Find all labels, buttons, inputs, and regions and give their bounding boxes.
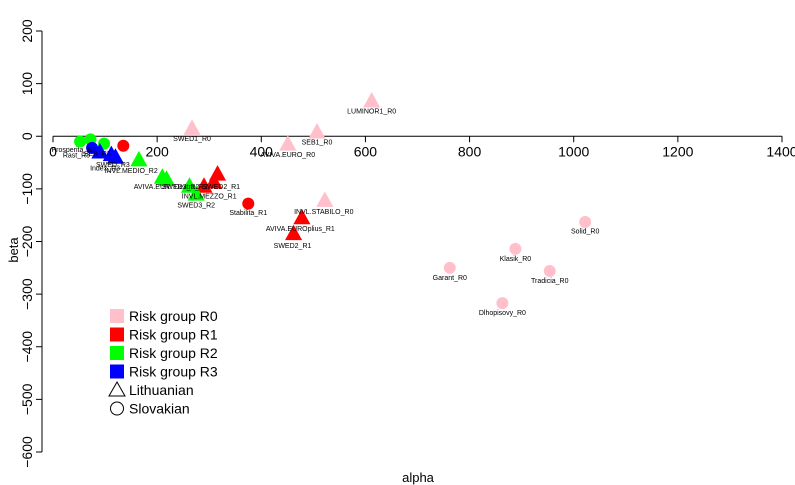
- legend-label: Slovakian: [129, 401, 190, 417]
- x-axis-title: alpha: [402, 470, 435, 485]
- point-label: Tradicia_R0: [531, 278, 569, 285]
- y-tick-label: 100: [19, 72, 35, 96]
- point-R1-lithuanian: [293, 208, 311, 225]
- y-tick-label: −300: [19, 278, 35, 310]
- point-R1-slovakian: [242, 197, 255, 210]
- y-tick-label: −100: [19, 173, 35, 205]
- point-label: SWED_R3: [96, 162, 130, 169]
- data-points: [74, 91, 592, 310]
- point-label: Dlhopisovy_R0: [479, 310, 526, 317]
- point-R1-lithuanian: [205, 173, 223, 189]
- point-label: Dextra_R2: [174, 184, 208, 191]
- point-R1-lithuanian: [285, 224, 303, 241]
- x-tick-label: 800: [458, 143, 482, 159]
- y-axis-title: beta: [6, 237, 21, 263]
- point-label: SEB1_R0: [302, 140, 333, 147]
- x-tick-label: 1400: [766, 143, 795, 159]
- point-R3-lithuanian: [106, 148, 125, 164]
- legend-swatch: [110, 346, 124, 360]
- point-label: AVIVA.EURO_R0: [261, 152, 316, 159]
- point-label: AVIVA.EUROplius_R1: [266, 226, 335, 233]
- point-label: INVL.MEDIO_R2: [104, 168, 157, 175]
- point-R0-lithuanian: [183, 119, 201, 135]
- point-R2-lithuanian: [157, 170, 176, 186]
- y-tick-label: −200: [19, 226, 35, 258]
- point-R2-lithuanian: [130, 150, 148, 167]
- point-label: SEB_R3: [84, 151, 111, 158]
- point-R0-slovakian: [579, 216, 592, 229]
- point-R0-slovakian: [509, 242, 522, 255]
- x-tick-label: 400: [250, 143, 274, 159]
- x-tick-label: 600: [354, 143, 378, 159]
- point-label: Prosperita_R3: [51, 147, 96, 154]
- point-R0-slovakian: [543, 264, 556, 277]
- y-tick-label: −400: [19, 331, 35, 363]
- point-label: SWED2_R1: [274, 243, 312, 250]
- point-label: INVL.MEZZO_R1: [182, 193, 237, 200]
- point-R0-lithuanian: [279, 135, 297, 151]
- legend-label: Risk group R1: [129, 327, 218, 343]
- y-tick-label: 200: [19, 19, 35, 43]
- point-label: INVL.STABILO_R0: [294, 209, 354, 216]
- y-tick-label: 0: [19, 132, 35, 140]
- legend-label: Risk group R2: [129, 345, 218, 361]
- point-label: SWED2_R1: [202, 184, 240, 191]
- point-R0-slovakian: [443, 261, 456, 274]
- point-R1-lithuanian: [195, 177, 213, 193]
- point-R2-lithuanian: [180, 177, 198, 193]
- x-tick-label: 1000: [558, 143, 589, 159]
- point-label: SWED3_R2: [162, 184, 200, 191]
- point-R0-lithuanian: [308, 123, 326, 139]
- y-tick-label: −600: [19, 436, 35, 468]
- point-R2-slovakian: [74, 135, 87, 148]
- legend-triangle-icon: [108, 380, 126, 397]
- point-R0-slovakian: [496, 297, 509, 310]
- point-label: LUMINOR1_R0: [347, 109, 396, 116]
- y-tick-label: −500: [19, 383, 35, 415]
- legend-swatch: [110, 364, 124, 379]
- point-R3-slovakian: [86, 141, 99, 154]
- point-R2-lithuanian: [187, 185, 205, 201]
- point-R1-lithuanian: [208, 165, 227, 181]
- legend-circle-icon: [110, 401, 124, 416]
- x-tick-label: 1200: [662, 143, 693, 159]
- point-label: Garant_R0: [433, 275, 467, 282]
- legend-label: Lithuanian: [129, 382, 194, 398]
- plot-axes: 0 200 400 600 800 1000 1200 14002001000−100−200…: [19, 19, 795, 468]
- legend-swatch: [110, 309, 124, 323]
- point-label: Stabilita_R1: [229, 210, 267, 217]
- legend-label: Risk group R0: [129, 308, 218, 324]
- point-R1-slovakian: [117, 139, 130, 152]
- point-label: Index_R3: [90, 165, 120, 172]
- x-tick-label: 0: [49, 143, 57, 159]
- point-R3-lithuanian: [91, 143, 109, 159]
- point-label: Solid_R0: [571, 229, 600, 236]
- x-tick-label: 200: [145, 143, 169, 159]
- legend: Risk group R0 Risk group R1 Risk group R2 R…: [108, 308, 218, 417]
- point-label: Klasik_R0: [500, 256, 532, 263]
- legend-swatch: [110, 327, 124, 342]
- legend-label: Risk group R3: [129, 364, 218, 380]
- point-label: SWED1_R0: [173, 136, 211, 143]
- point-label: AVIVA.EUR: [134, 184, 170, 191]
- point-label: Rast_R3: [63, 152, 90, 159]
- point-label: SWED3_R2: [177, 202, 215, 209]
- point-R0-lithuanian: [363, 91, 381, 108]
- point-R0-lithuanian: [316, 191, 334, 207]
